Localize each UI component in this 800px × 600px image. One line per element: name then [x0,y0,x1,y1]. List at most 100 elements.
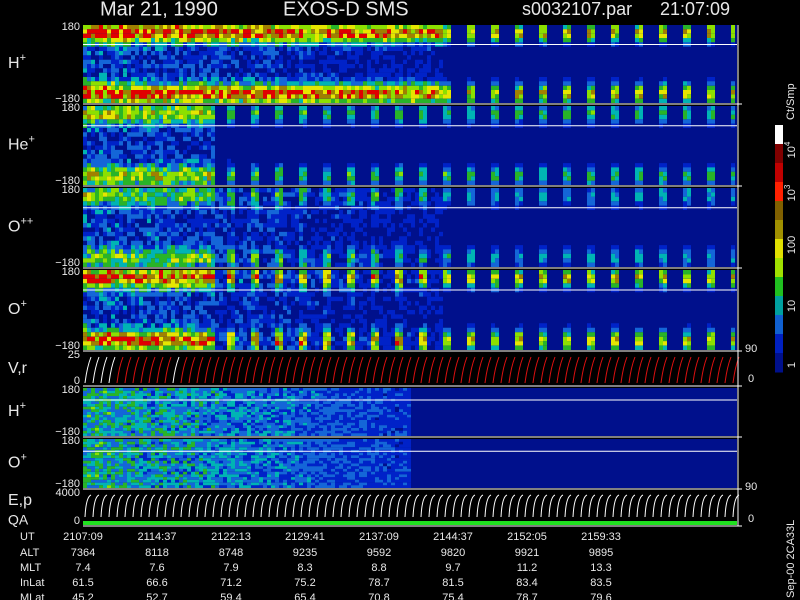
colorbar-tick-exp: 3 [783,184,792,189]
table-row-label: ALT [20,547,40,559]
y-max-label: 180 [62,384,80,396]
colorbar-segment [775,182,783,202]
colorbar-tick-base: 100 [786,236,798,254]
y-min-label: 0 [74,515,80,527]
table-cell: 13.3 [590,562,611,574]
colorbar-tick-label: 10 [786,300,798,312]
table-cell: 9.7 [445,562,460,574]
y-min-label: −180 [55,340,80,352]
spectrogram-layer [83,188,379,267]
colorbar-segment [775,315,783,335]
panel-label: V,r [8,360,28,377]
table-cell: 9895 [589,547,613,559]
colorbar-segment [775,163,783,183]
spectrogram-layer [83,270,735,350]
colorbar-segment [775,239,783,259]
colorbar-segment [775,277,783,297]
mission: EXOS-D SMS [283,0,409,20]
table-cell: 81.5 [442,577,463,589]
panel-label-name: V,r [8,360,28,377]
spectrogram-layer [83,270,423,346]
colorbar-segment [775,125,783,145]
colorbar-tick-label: 100 [786,236,798,254]
table-cell: 2122:13 [211,531,251,543]
file-name: s0032107.par [522,0,632,19]
panel-label-name: O [8,301,20,318]
panel-label: He+ [8,133,35,153]
spectrogram-layer [83,106,735,185]
right-axis-label: 0 [748,373,754,385]
colorbar-segment [775,201,783,221]
colorbar-segment [775,258,783,278]
colorbar-segment [775,296,783,316]
colorbar-segment [775,144,783,164]
colorbar-tick-base: 1 [786,362,798,368]
date: Mar 21, 1990 [100,0,218,20]
table-cell: 2159:33 [581,531,621,543]
spectrogram-layer [83,42,735,86]
colorbar-tick-base: 10 [786,300,798,312]
table-cell: 8118 [145,547,169,559]
y-max-label: 4000 [56,487,80,499]
spectrogram-layer [83,110,211,181]
table-cell: 7.4 [75,562,90,574]
panel-label: O+ [8,451,27,471]
table-cell: 83.5 [590,577,611,589]
table-row-label: InLat [20,577,44,589]
panel-label: H+ [8,400,26,420]
panel-label-name: H [8,55,20,72]
panel-label: O+ [8,298,27,318]
spectrogram-layer [83,270,735,346]
table-cell: 7364 [71,547,95,559]
right-axis-label: 90 [745,481,757,493]
panel-label-name: He [8,137,29,154]
table-cell: 2152:05 [507,531,547,543]
table-cell: 65.4 [294,592,315,600]
table-cell: 70.8 [368,592,389,600]
spectrogram-layer [83,25,711,103]
table-cell: 2107:09 [63,531,103,543]
panel-label-sup: + [28,133,34,145]
right-axis-label: 0 [748,513,754,525]
footer: Sep-00 2CA33L [785,520,797,598]
table-cell: 66.6 [146,577,167,589]
table-cell: 45.2 [72,592,93,600]
table-cell: 52.7 [146,592,167,600]
table-cell: 2137:09 [359,531,399,543]
panel-label-sup: + [20,451,26,463]
panel-label-name: O [8,219,20,236]
colorbar-tick-base: 10 [786,146,798,158]
spectrogram-layer [83,439,311,488]
panel-label-sup: + [20,400,26,412]
y-max-label: 180 [62,435,80,447]
colorbar-segment [775,334,783,354]
energy-trace [84,494,740,518]
y-min-label: −180 [55,478,80,490]
colorbar-tick-label: 104 [783,141,798,158]
table-cell: 9820 [441,547,465,559]
panel-label: H+ [8,52,26,72]
spectrogram-layer [83,106,595,185]
spectrogram-layer [83,25,735,103]
table-cell: 9235 [293,547,317,559]
colorbar-segment [775,220,783,240]
spectrogram-layer [83,42,735,82]
table-cell: 2114:37 [138,531,177,543]
y-min-label: 0 [74,375,80,387]
time: 21:07:09 [660,0,730,19]
table-cell: 8.3 [297,562,312,574]
table-cell: 83.4 [516,577,537,589]
colorbar-tick-exp: 4 [783,141,792,146]
table-row-label: UT [20,531,35,543]
table-cell: 78.7 [368,577,389,589]
y-min-label: −180 [55,175,80,187]
table-cell: 2144:37 [433,531,473,543]
y-max-label: 180 [62,184,80,196]
table-cell: 79.6 [590,592,611,600]
spectrogram-layer [83,188,735,267]
table-cell: 78.7 [516,592,537,600]
spectrogram-layer [83,188,451,267]
y-min-label: −180 [55,426,80,438]
